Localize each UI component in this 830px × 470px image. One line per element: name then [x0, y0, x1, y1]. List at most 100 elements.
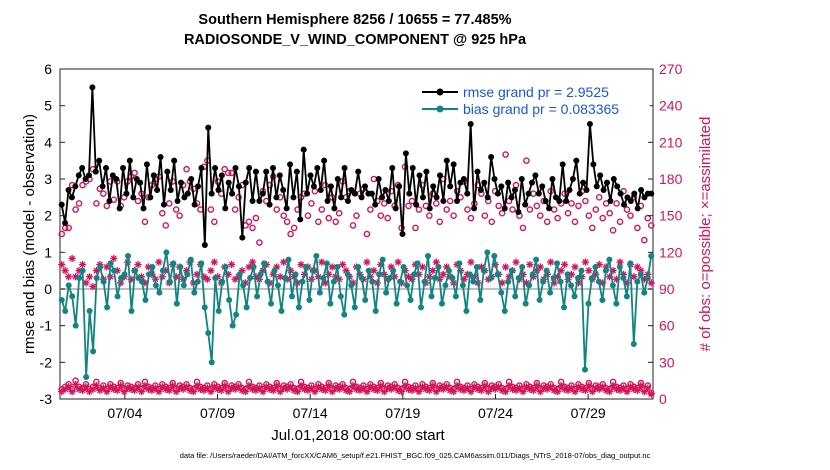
rmse-point: [627, 198, 634, 204]
bias-point: [330, 278, 337, 285]
x-tick-label: 07/19: [385, 405, 420, 421]
rmse-point: [218, 172, 225, 179]
bias-point: [634, 278, 641, 285]
y-axis-label-right: # of obs: o=possible; ×=assimilated: [697, 117, 714, 352]
obs-possible-marker: [436, 218, 444, 226]
obs-possible-marker: [613, 200, 620, 207]
rmse-point: [593, 183, 600, 190]
rmse-point: [638, 187, 645, 193]
rmse-point: [603, 179, 610, 186]
bias-point: [226, 297, 233, 303]
rmse-point: [355, 168, 362, 175]
obs-assimilated-low-marker: [207, 388, 215, 396]
x-axis: 07/04 07/09 07/14 07/19 07/24 07/29: [107, 394, 606, 421]
bias-point: [222, 264, 229, 270]
rmse-point: [103, 165, 110, 171]
y-tick-label: -3: [40, 391, 53, 407]
bias-point: [201, 304, 208, 311]
obs-assimilated-low-marker: [502, 388, 510, 396]
bias-point: [344, 271, 351, 278]
rmse-point: [471, 205, 478, 212]
bias-point: [159, 267, 166, 274]
rmse-point: [300, 146, 307, 153]
bias-point: [156, 289, 163, 296]
obs-assimilated-low-marker: [526, 385, 534, 393]
obs-possible-marker: [509, 206, 516, 213]
bias-point: [379, 256, 386, 263]
bias-point: [257, 271, 264, 278]
bias-point: [177, 264, 184, 270]
bias-point: [536, 297, 543, 303]
obs-possible-marker: [627, 212, 634, 219]
bias-point: [288, 293, 295, 300]
bias-point: [425, 253, 432, 259]
bias-point: [121, 271, 128, 278]
bias-point: [644, 275, 651, 281]
rmse-point: [307, 172, 314, 179]
bias-point: [407, 297, 414, 303]
obs-possible-marker: [519, 224, 527, 232]
rmse-point: [205, 124, 212, 131]
obs-assimilated-low-marker: [117, 381, 125, 390]
obs-assimilated-marker: [526, 260, 534, 269]
rmse-point: [283, 205, 290, 212]
obs-assimilated-low-marker: [606, 388, 614, 396]
bias-point: [581, 366, 588, 373]
rmse-point: [62, 220, 69, 226]
rmse-point: [123, 190, 130, 197]
bias-point: [466, 271, 473, 278]
bias-point: [512, 293, 519, 300]
bias-point: [285, 256, 292, 263]
rmse-point: [467, 121, 474, 127]
bias-point: [180, 282, 187, 289]
obs-assimilated-marker: [432, 258, 440, 266]
y-axis-right: 270 240 210 180 150 120 90 60 30 0: [648, 61, 683, 407]
bias-point: [397, 278, 404, 285]
obs-possible-marker: [332, 218, 339, 226]
rmse-point: [505, 179, 512, 186]
x-axis-label: Jul.01,2018 00:00:00 start: [271, 427, 445, 444]
obs-possible-marker: [134, 197, 142, 205]
obs-assimilated-low-marker: [61, 385, 69, 393]
bias-point: [142, 297, 149, 303]
rmse-point: [317, 187, 324, 193]
obs-assimilated-marker: [394, 258, 402, 266]
bias-point: [620, 275, 627, 281]
obs-assimilated-marker: [228, 260, 236, 269]
chart-title: Southern Hemisphere 8256 / 10655 = 77.48…: [198, 12, 511, 28]
bias-point: [550, 275, 557, 281]
obs-assimilated-low-marker: [564, 386, 572, 395]
bias-point: [104, 304, 111, 311]
rmse-point: [85, 172, 92, 179]
bias-point: [275, 282, 282, 289]
bias-point: [337, 293, 344, 300]
bias-point: [602, 267, 609, 274]
obs-possible-marker: [176, 212, 183, 219]
y-tick-label: 5: [44, 98, 52, 114]
obs-possible-marker: [589, 224, 596, 232]
obs-assimilated-marker: [429, 267, 437, 275]
rmse-point: [583, 187, 590, 193]
rmse-point: [96, 157, 103, 164]
rmse-point: [511, 187, 518, 193]
obs-assimilated-low-marker: [283, 385, 291, 393]
rmse-point: [392, 205, 399, 212]
obs-assimilated-low-marker: [377, 381, 385, 390]
obs-assimilated-low-marker: [397, 388, 406, 396]
obs-assimilated-low-marker: [273, 381, 281, 390]
obs-possible-marker: [495, 202, 502, 210]
rmse-point: [212, 165, 219, 171]
obs-possible-marker: [481, 212, 489, 219]
rmse-point: [436, 172, 443, 179]
bias-point: [487, 275, 494, 281]
bias-point: [187, 256, 194, 263]
bias-point: [484, 249, 491, 256]
obs-possible-marker: [533, 202, 541, 210]
bias-point: [540, 278, 547, 285]
rmse-point: [454, 198, 461, 204]
bias-point: [648, 253, 655, 259]
rmse-point: [232, 165, 239, 171]
rmse-point: [310, 183, 317, 190]
obs-assimilated-low-marker: [293, 388, 302, 396]
obs-possible-marker: [79, 181, 86, 189]
